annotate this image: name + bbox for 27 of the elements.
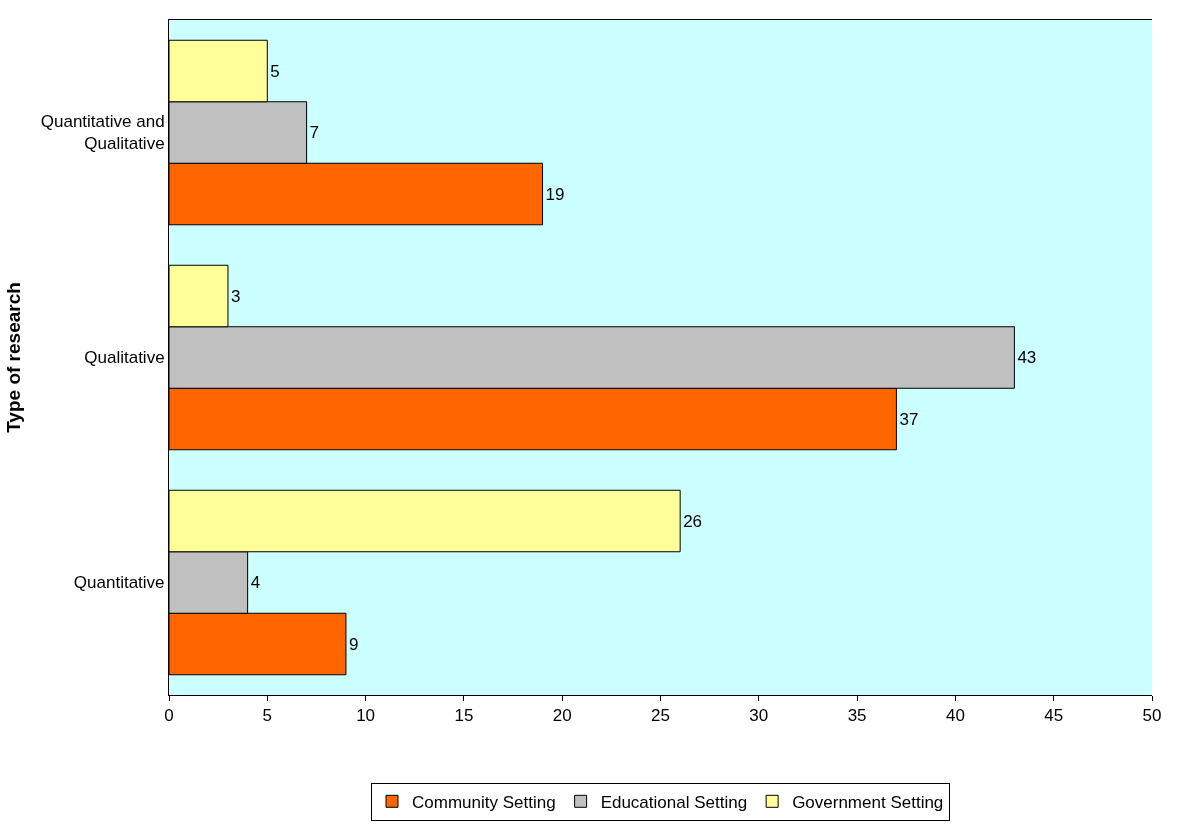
x-tick-label: 50 [1142,706,1162,726]
x-tick-label: 10 [356,706,376,726]
y-axis-title: Type of research [2,282,24,433]
data-label: 37 [899,409,919,429]
data-label: 3 [230,286,241,306]
x-tick-label: 45 [1044,706,1064,726]
x-tick-label: 35 [847,706,867,726]
x-tick-label: 25 [651,706,670,726]
x-tick-label: 40 [945,706,965,726]
data-label: 26 [683,511,703,531]
data-label: 5 [270,61,280,81]
y-tick-label: Quantitative [73,573,165,593]
y-tick-label: Quantitative and Qualitative [40,112,165,154]
legend-label: Community Setting [412,792,556,812]
data-label: 9 [348,634,359,654]
legend-label: Educational Setting [600,792,748,812]
x-tick-label: 30 [749,706,769,726]
data-label: 7 [309,123,320,142]
x-tick-label: 5 [262,706,273,726]
y-tick-label: Qualitative [84,348,165,368]
x-tick-label: 20 [552,706,572,726]
x-tick-label: 0 [164,706,174,726]
data-label: 4 [250,573,261,592]
data-label: 43 [1017,348,1037,367]
legend-label: Government Setting [792,792,944,812]
x-tick-label: 15 [454,706,474,726]
data-label: 19 [545,184,565,204]
